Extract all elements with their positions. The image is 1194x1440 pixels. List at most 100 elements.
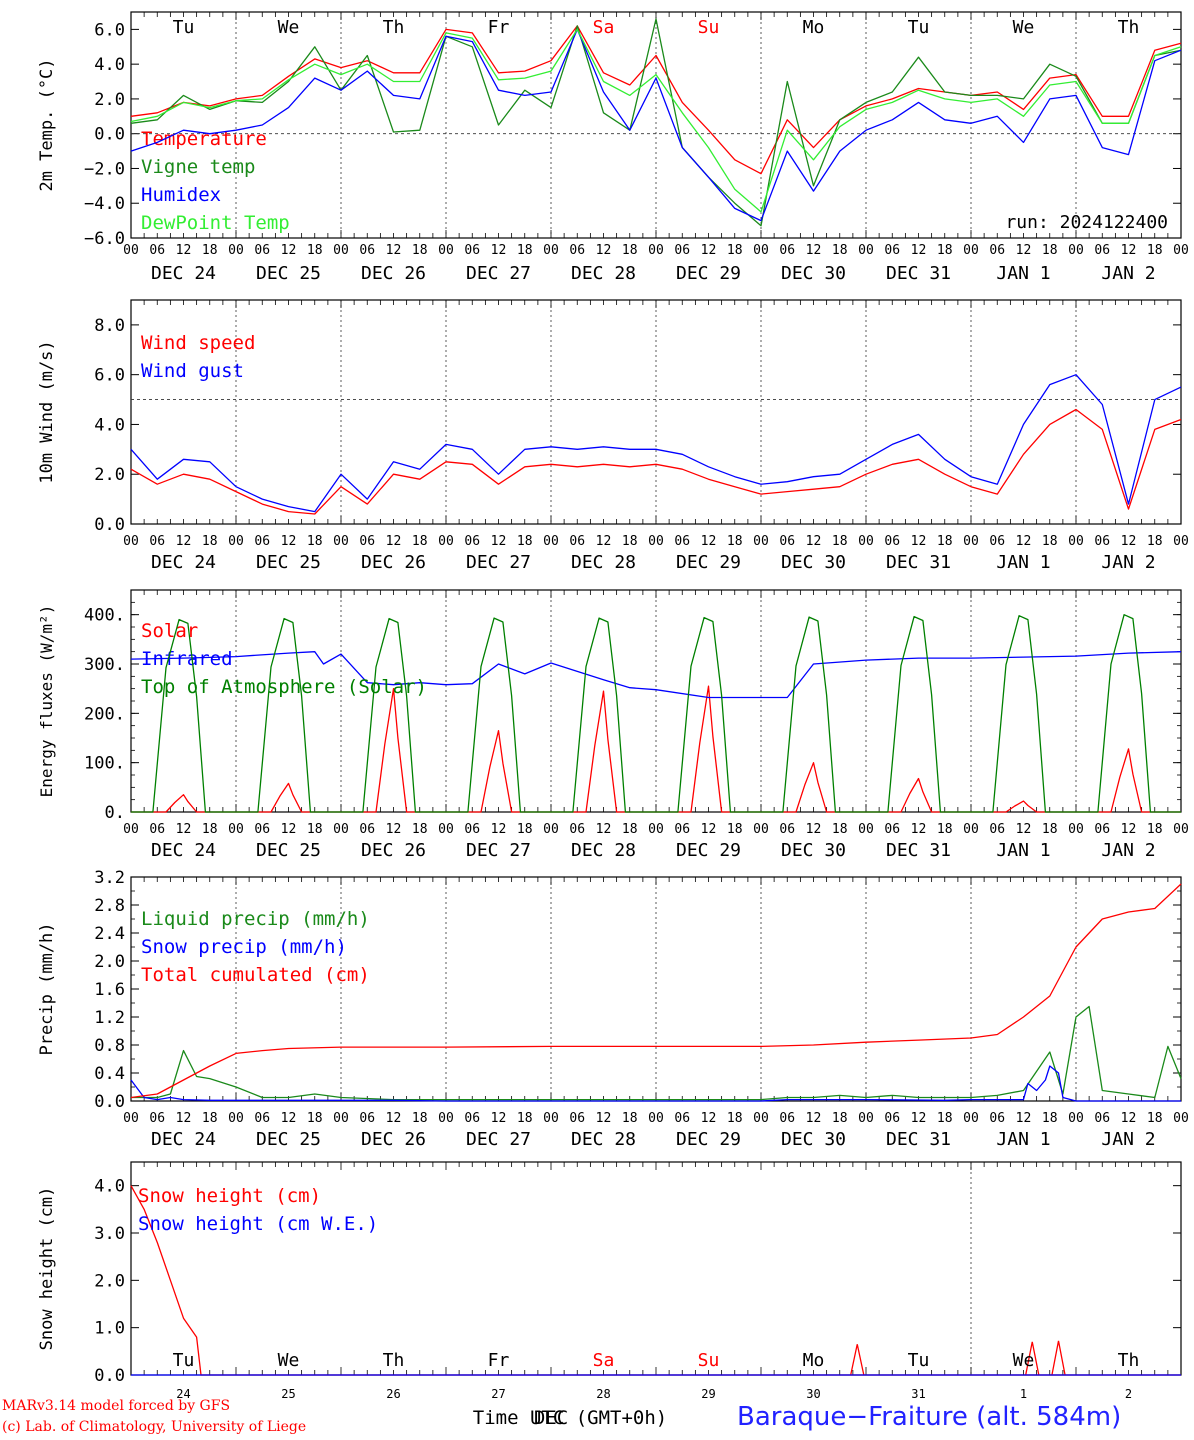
date-label: DEC 29 xyxy=(676,840,741,861)
hour-tick-label: 00 xyxy=(123,243,139,258)
hour-tick-label: 12 xyxy=(386,1111,402,1126)
hour-tick-label: 06 xyxy=(359,534,375,549)
date-label: JAN 2 xyxy=(1101,263,1155,284)
model-credit-1: MARv3.14 model forced by GFS xyxy=(2,1398,231,1414)
date-label: DEC 29 xyxy=(676,263,741,284)
y-axis-label: 2m Temp. (°C) xyxy=(37,58,57,191)
hour-tick-label: 00 xyxy=(1173,243,1189,258)
weekday-label: We xyxy=(1013,17,1035,38)
hour-tick-label: 12 xyxy=(281,822,297,837)
date-label: DEC 26 xyxy=(361,552,426,573)
date-label: DEC 29 xyxy=(676,1129,741,1150)
y-tick-label: 4.0 xyxy=(94,415,125,435)
y-tick-label: 1.2 xyxy=(94,1008,125,1028)
day-number-label: 30 xyxy=(806,1387,820,1401)
hour-tick-label: 00 xyxy=(753,1111,769,1126)
date-label: DEC 26 xyxy=(361,263,426,284)
panel-precip: 0.0 0.4 0.8 1.2 1.6 2.0 2.4 2.8 3.2 Precip (mm/h)… xyxy=(37,868,1189,1150)
hour-tick-label: 00 xyxy=(648,822,664,837)
hour-tick-label: 06 xyxy=(569,822,585,837)
hour-tick-label: 18 xyxy=(937,1111,953,1126)
hour-tick-label: 18 xyxy=(1147,1111,1163,1126)
weekday-label: Tu xyxy=(173,1350,195,1371)
hour-tick-label: 00 xyxy=(123,822,139,837)
y-tick-label: 2.0 xyxy=(94,1271,125,1291)
day-number-label: 24 xyxy=(176,1387,190,1401)
hour-tick-label: 12 xyxy=(491,822,507,837)
date-label: DEC 25 xyxy=(256,1129,321,1150)
date-label: DEC 30 xyxy=(781,1129,846,1150)
hour-tick-label: 00 xyxy=(1173,534,1189,549)
hour-tick-label: 18 xyxy=(307,1111,323,1126)
hour-tick-label: 18 xyxy=(412,243,428,258)
legend-entry: Humidex xyxy=(141,184,221,206)
hour-tick-label: 18 xyxy=(832,243,848,258)
y-axis-label: 10m Wind (m/s) xyxy=(37,340,57,483)
hour-tick-label: 00 xyxy=(1173,822,1189,837)
hour-tick-label: 06 xyxy=(254,1111,270,1126)
station-title: Baraque−Fraiture (alt. 584m) xyxy=(737,1402,1122,1432)
hour-tick-label: 06 xyxy=(254,822,270,837)
hour-tick-label: 00 xyxy=(1068,822,1084,837)
hour-tick-label: 18 xyxy=(307,534,323,549)
hour-tick-label: 18 xyxy=(202,534,218,549)
date-label: DEC 24 xyxy=(151,263,216,284)
date-label: DEC 26 xyxy=(361,1129,426,1150)
legend-entry: Temperature xyxy=(141,128,267,150)
day-number-label: 27 xyxy=(491,1387,505,1401)
hour-tick-label: 18 xyxy=(937,822,953,837)
date-label: DEC 25 xyxy=(256,263,321,284)
hour-tick-label: 12 xyxy=(806,534,822,549)
legend-entry: Snow height (cm) xyxy=(138,1185,321,1207)
hour-tick-label: 12 xyxy=(806,243,822,258)
date-label: DEC 24 xyxy=(151,840,216,861)
hour-tick-label: 06 xyxy=(884,1111,900,1126)
legend-entry: Solar xyxy=(141,620,198,642)
y-tick-label: 3.2 xyxy=(94,868,125,888)
hour-tick-label: 00 xyxy=(228,822,244,837)
hour-tick-label: 00 xyxy=(648,243,664,258)
date-label: DEC 28 xyxy=(571,552,636,573)
hour-tick-label: 18 xyxy=(937,243,953,258)
series-line-wind-speed xyxy=(130,408,1182,515)
hour-tick-label: 12 xyxy=(596,1111,612,1126)
hour-tick-label: 18 xyxy=(517,1111,533,1126)
y-tick-label: 8.0 xyxy=(94,316,125,336)
hour-tick-label: 12 xyxy=(386,822,402,837)
hour-tick-label: 18 xyxy=(727,534,743,549)
date-label: JAN 1 xyxy=(996,1129,1050,1150)
hour-tick-label: 00 xyxy=(438,243,454,258)
hour-tick-label: 06 xyxy=(779,243,795,258)
hour-tick-label: 06 xyxy=(884,243,900,258)
hour-tick-label: 06 xyxy=(149,243,165,258)
y-tick-label: 2.0 xyxy=(94,952,125,972)
hour-tick-label: 18 xyxy=(1147,822,1163,837)
hour-tick-label: 00 xyxy=(543,243,559,258)
hour-tick-label: 06 xyxy=(989,1111,1005,1126)
hour-tick-label: 18 xyxy=(307,243,323,258)
day-number-label: 29 xyxy=(701,1387,715,1401)
y-tick-label: 0. xyxy=(105,803,125,823)
hour-tick-label: 18 xyxy=(202,1111,218,1126)
hour-tick-label: 12 xyxy=(1121,822,1137,837)
hour-tick-label: 18 xyxy=(1042,243,1058,258)
date-label: DEC 31 xyxy=(886,552,951,573)
y-tick-label: 100. xyxy=(84,754,125,774)
y-tick-label: 0.0 xyxy=(94,125,125,145)
date-label: DEC 31 xyxy=(886,1129,951,1150)
series-line-humidex xyxy=(130,28,1182,222)
hour-tick-label: 06 xyxy=(569,243,585,258)
hour-tick-label: 12 xyxy=(491,534,507,549)
weekday-label: Tu xyxy=(908,1350,930,1371)
y-tick-label: 0.0 xyxy=(94,515,125,535)
hour-tick-label: 00 xyxy=(1068,534,1084,549)
y-tick-label: 2.4 xyxy=(94,924,125,944)
day-number-label: 26 xyxy=(386,1387,400,1401)
date-label: DEC 27 xyxy=(466,840,531,861)
hour-tick-label: 18 xyxy=(622,243,638,258)
y-tick-label: −2.0 xyxy=(84,159,125,179)
hour-tick-label: 06 xyxy=(1094,822,1110,837)
hour-tick-label: 18 xyxy=(832,822,848,837)
hour-tick-label: 12 xyxy=(176,822,192,837)
